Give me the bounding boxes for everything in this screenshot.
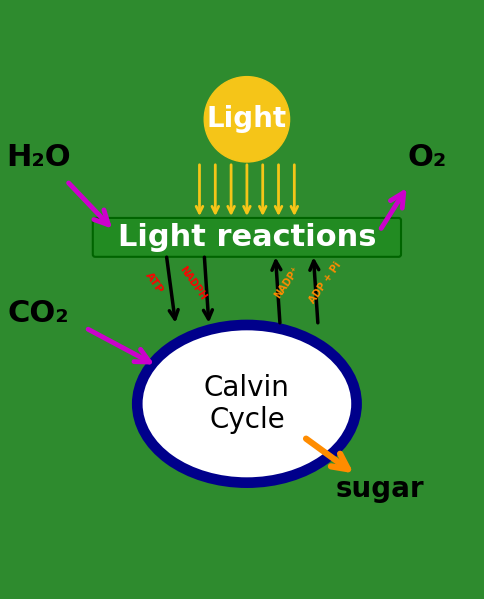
- FancyBboxPatch shape: [93, 218, 401, 257]
- Text: H₂O: H₂O: [6, 143, 71, 172]
- Text: ATP: ATP: [144, 270, 166, 295]
- Text: CO₂: CO₂: [7, 300, 69, 328]
- Text: NADP⁺: NADP⁺: [273, 265, 302, 301]
- Text: Calvin
Cycle: Calvin Cycle: [204, 374, 290, 434]
- Text: O₂: O₂: [408, 143, 447, 172]
- Ellipse shape: [132, 320, 362, 488]
- Ellipse shape: [143, 330, 351, 477]
- Text: Light: Light: [207, 105, 287, 134]
- Text: NADPH: NADPH: [177, 264, 208, 302]
- Text: ADP + Pi: ADP + Pi: [307, 261, 343, 305]
- Text: Light reactions: Light reactions: [118, 223, 376, 252]
- Text: sugar: sugar: [335, 475, 424, 503]
- Circle shape: [204, 77, 289, 162]
